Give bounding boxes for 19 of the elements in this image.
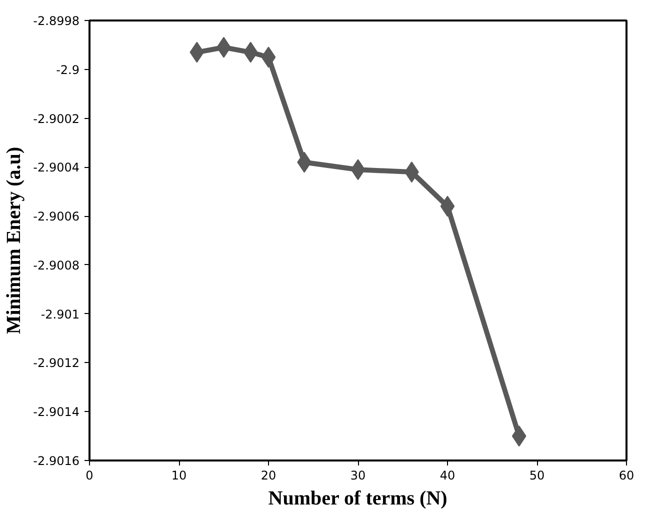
x-tick-label: 50 [529,468,545,482]
x-tick-label: 60 [618,468,634,482]
x-tick-label: 0 [86,468,94,482]
x-tick-label: 20 [260,468,276,482]
y-tick-label: -2.9 [56,62,80,77]
y-tick-label: -2.9012 [33,356,80,370]
y-tick-label: -2.901 [40,307,80,322]
y-tick-label: -2.9006 [33,210,80,224]
y-tick-label: -2.9004 [33,160,80,175]
y-tick-label: -2.8998 [33,14,80,28]
x-tick-label: 30 [350,468,366,482]
x-tick-label: 10 [171,468,187,482]
x-axis-title: Number of terms (N) [268,488,448,510]
y-tick-label: -2.9008 [33,258,80,272]
y-tick-label: -2.9002 [33,112,80,126]
y-tick-label: -2.9014 [33,405,80,420]
y-tick-label: -2.9016 [33,454,80,468]
x-tick-label: 40 [440,468,456,482]
y-axis-title: Minimum Enery (a.u) [3,146,26,334]
